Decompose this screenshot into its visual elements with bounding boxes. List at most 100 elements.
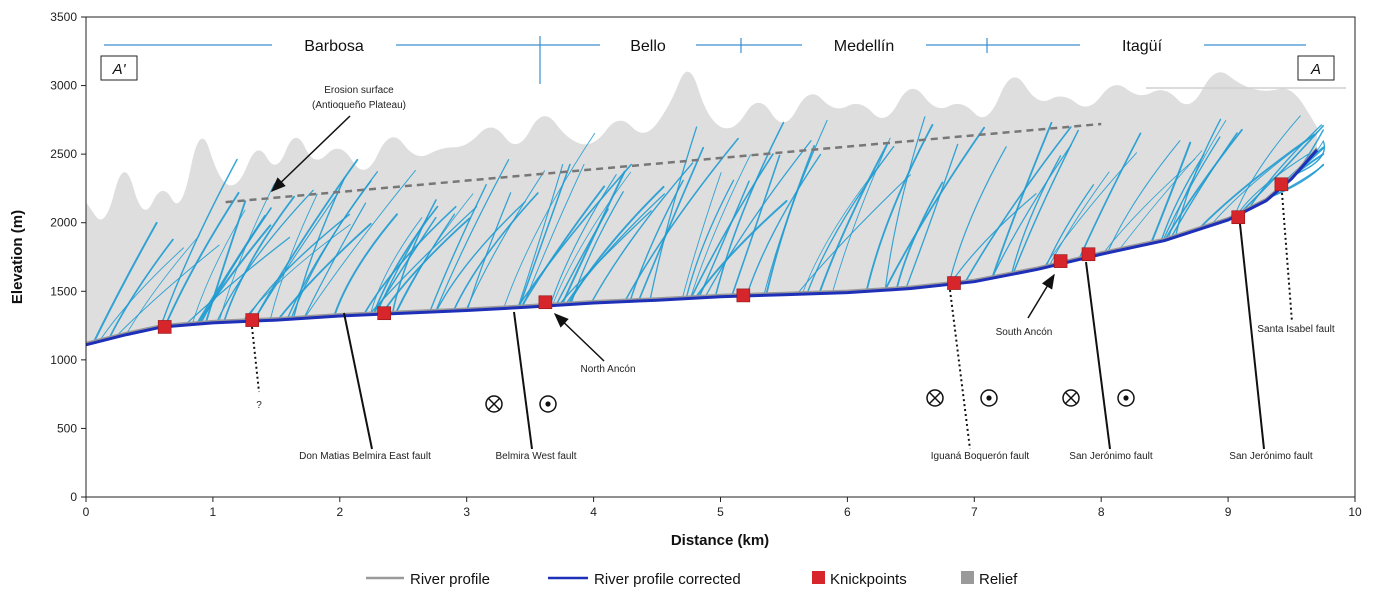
stream-line — [218, 183, 275, 321]
stream-line — [429, 184, 487, 311]
stream-line — [896, 181, 944, 289]
stream-line — [991, 121, 1053, 277]
section-label-right: A — [1310, 61, 1321, 78]
y-tick-label: 3000 — [50, 79, 77, 93]
stream-line — [1045, 184, 1095, 266]
knickpoint-marker — [736, 288, 751, 303]
y-tick-label: 1500 — [50, 284, 77, 298]
fault-line — [1239, 223, 1265, 450]
stream-line — [552, 171, 632, 304]
stream-line — [950, 193, 1037, 283]
town-label-itagui: Itagüí — [1122, 38, 1163, 55]
stream-line — [370, 206, 478, 314]
x-tick-label: 10 — [1348, 505, 1362, 519]
legend-knickpoints-icon — [812, 571, 825, 584]
stream-line — [197, 215, 266, 323]
fault-line-dotted — [251, 326, 260, 393]
stream-line — [93, 221, 158, 342]
stream-line — [305, 170, 416, 317]
annotation-south-ancon: South Ancón — [996, 327, 1053, 338]
y-tick-label: 2000 — [50, 216, 77, 230]
stream-line — [625, 137, 739, 301]
y-tick-label: 0 — [70, 490, 77, 504]
stream-line — [1011, 155, 1062, 273]
legend-river-profile-label: River profile — [410, 571, 490, 588]
stream-line — [503, 132, 596, 307]
stream-network — [93, 115, 1326, 342]
stream-line — [392, 199, 437, 313]
y-tick-label: 2500 — [50, 147, 77, 161]
legend: River profile River profile corrected Kn… — [366, 571, 1018, 588]
stream-line — [1168, 120, 1227, 238]
stream-line — [802, 165, 879, 293]
stream-line — [731, 154, 781, 296]
knickpoint-marker — [377, 306, 392, 321]
stream-line — [765, 145, 816, 295]
stream-line — [127, 235, 200, 333]
stream-line — [216, 189, 314, 322]
x-tick-label: 4 — [590, 505, 597, 519]
stream-line — [570, 191, 624, 303]
stream-line — [1200, 133, 1316, 228]
x-axis-title: Distance (km) — [671, 532, 769, 549]
stream-line — [278, 222, 372, 319]
annotation-question: ? — [256, 400, 262, 411]
stream-line — [715, 121, 785, 296]
stream-line — [373, 205, 439, 314]
stream-line — [164, 191, 240, 326]
stream-line — [293, 176, 346, 318]
legend-knickpoints-label: Knickpoints — [830, 571, 907, 588]
erosion-surface-arrow — [270, 115, 351, 193]
knickpoint-marker — [947, 276, 961, 290]
section-label-box-right — [1297, 55, 1335, 81]
stream-line — [1013, 129, 1079, 273]
stream-line — [245, 213, 351, 321]
stream-line — [568, 185, 665, 304]
stream-line — [198, 224, 272, 323]
knickpoints — [157, 177, 1289, 334]
fault-motion-away-icon — [926, 389, 944, 407]
stream-line — [699, 180, 750, 297]
x-tick-label: 7 — [971, 505, 978, 519]
stream-line — [109, 238, 174, 338]
stream-line — [705, 140, 812, 297]
stream-line — [100, 247, 184, 340]
fault-line — [343, 312, 373, 450]
fault-label: Belmira West fault — [496, 451, 577, 462]
stream-line — [517, 163, 632, 307]
stream-line — [746, 153, 822, 295]
stream-line — [1212, 133, 1318, 224]
stream-line — [948, 146, 1007, 283]
x-tick-label: 2 — [336, 505, 343, 519]
stream-line — [885, 126, 986, 290]
stream-line — [884, 116, 926, 289]
stream-line — [117, 244, 220, 336]
fault-line-dotted — [1281, 192, 1293, 323]
annotation-erosion-surface: Erosion surface — [324, 85, 394, 96]
south-ancon-arrow — [1027, 273, 1055, 319]
stream-line — [561, 170, 626, 304]
x-tick-label: 9 — [1225, 505, 1232, 519]
stream-line — [1150, 141, 1192, 243]
stream-line — [690, 154, 751, 297]
stream-line — [304, 202, 367, 317]
knickpoint-marker — [538, 295, 553, 310]
stream-line — [691, 153, 774, 298]
town-label-bello: Bello — [630, 38, 666, 55]
stream-line — [798, 174, 911, 293]
stream-line — [223, 195, 295, 322]
stream-line — [364, 205, 457, 314]
x-tick-label: 0 — [83, 505, 90, 519]
stream-line — [866, 124, 934, 291]
x-axis-ticks: 0 1 2 3 4 5 6 7 8 9 10 — [83, 497, 1362, 519]
knickpoint-marker — [1274, 177, 1289, 192]
town-ruler: Barbosa Bello Medellín Itagüí — [104, 36, 1306, 84]
y-axis-ticks: 0 500 1000 1500 2000 2500 3000 3500 — [50, 10, 86, 504]
fault-line — [1085, 261, 1111, 450]
stream-line — [550, 174, 617, 305]
knickpoint-marker — [157, 320, 172, 334]
fault-label: San Jerónimo fault — [1069, 451, 1153, 462]
fault-line — [513, 311, 533, 450]
stream-line — [160, 158, 238, 326]
stream-line — [1234, 115, 1301, 215]
